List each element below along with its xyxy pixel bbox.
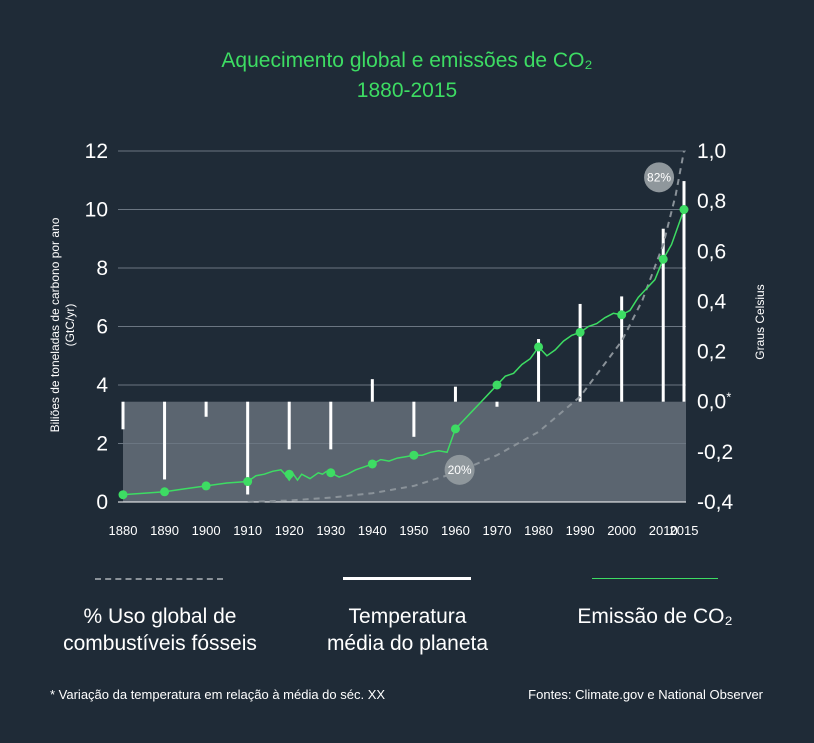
- right-tick-label: 0,6: [697, 240, 726, 263]
- x-tick-label: 1880: [109, 523, 138, 538]
- x-tick-label: 1980: [524, 523, 553, 538]
- temperature-bar: [370, 379, 374, 402]
- co2-markers: [118, 205, 689, 500]
- temperature-bar: [329, 401, 333, 450]
- right-tick-label: -0,4: [697, 491, 734, 514]
- left-tick-label: 12: [85, 140, 108, 163]
- co2-marker: [326, 468, 336, 478]
- legend-temperature-label: Temperatura média do planeta: [326, 605, 489, 655]
- x-tick-label: 1910: [233, 523, 262, 538]
- temperature-bar: [578, 303, 582, 402]
- co2-marker: [575, 327, 585, 337]
- co2-marker: [118, 490, 128, 500]
- legend-fossil-label: % Uso global de combustíveis fósseis: [63, 605, 257, 655]
- co2-marker: [367, 459, 377, 469]
- x-tick-label: 1990: [566, 523, 595, 538]
- right-tick-label: 0,0*: [697, 390, 731, 414]
- chart-area: 0 2 4 6 8 10 12 1,0 0,8 0,6 0,4 0,2 0,0* -0,2 -0,4 18…: [85, 140, 734, 538]
- right-tick-label: 0,8: [697, 190, 726, 213]
- x-tick-label: 1900: [192, 523, 221, 538]
- x-tick-label: 1950: [399, 523, 428, 538]
- chart-subtitle: 1880-2015: [356, 79, 458, 102]
- right-tick-label: -0,2: [697, 441, 733, 464]
- right-tick-label: 0,2: [697, 341, 726, 364]
- right-tick-label: 0,4: [697, 290, 727, 313]
- co2-marker: [450, 424, 460, 434]
- x-tick-label: 2000: [607, 523, 636, 538]
- x-tick-label: 1970: [483, 523, 512, 538]
- x-tick-label: 1920: [275, 523, 304, 538]
- annotation-label: 20%: [448, 463, 472, 477]
- co2-line: [122, 209, 685, 496]
- temperature-bar: [287, 401, 291, 450]
- temperature-bar: [412, 401, 416, 437]
- legend-co2-label: Emissão de CO₂: [577, 605, 733, 628]
- left-tick-label: 4: [96, 374, 108, 397]
- footnote: * Variação da temperatura em relação à m…: [50, 687, 386, 702]
- right-tick-label: 1,0: [697, 140, 726, 163]
- chart-title: Aquecimento global e emissões de CO₂: [221, 49, 593, 72]
- temperature-bar: [163, 401, 167, 480]
- co2-marker: [243, 477, 253, 487]
- co2-marker: [658, 254, 668, 264]
- annotation-bubble: [644, 162, 675, 193]
- temperature-bar: [246, 401, 250, 495]
- fossil-fuel-line: [247, 150, 685, 503]
- co2-marker: [409, 450, 419, 460]
- x-axis-ticks: 1880 1890 1900 1910 1920 1930 1940 1950 1960 1970…: [109, 523, 699, 538]
- co2-marker: [160, 487, 170, 497]
- temperature-bar: [682, 181, 686, 402]
- temperature-bar: [204, 401, 208, 417]
- x-tick-label: 2015: [670, 523, 699, 538]
- right-axis-label: Graus Celsius: [753, 284, 767, 360]
- left-tick-label: 0: [96, 491, 108, 514]
- gridlines: [118, 150, 686, 503]
- legend-fossil-line: [95, 578, 223, 580]
- temperature-bar: [620, 296, 624, 402]
- right-axis-ticks: 1,0 0,8 0,6 0,4 0,2 0,0* -0,2 -0,4: [697, 140, 734, 514]
- x-tick-label: 2010: [649, 523, 678, 538]
- temperature-bar: [121, 401, 125, 430]
- legend-co2-line: [592, 578, 718, 579]
- left-axis-label: Biliões de toneladas de carbono por ano …: [48, 217, 77, 433]
- left-tick-label: 10: [85, 199, 108, 222]
- legend-temperature-line: [343, 577, 471, 580]
- annotation-bubble: [444, 454, 475, 485]
- annotation-label: 82%: [647, 170, 671, 184]
- temperature-baseline-band: [123, 401, 686, 502]
- x-tick-label: 1940: [358, 523, 387, 538]
- co2-marker: [201, 481, 211, 491]
- left-tick-label: 6: [96, 316, 108, 339]
- co2-marker: [679, 205, 689, 214]
- co2-marker: [617, 310, 627, 320]
- x-tick-label: 1890: [150, 523, 179, 538]
- x-tick-label: 1960: [441, 523, 470, 538]
- x-tick-label: 1930: [316, 523, 345, 538]
- temperature-bar: [453, 386, 457, 402]
- co2-marker: [534, 342, 544, 352]
- co2-marker: [284, 469, 294, 479]
- left-tick-label: 8: [96, 257, 108, 280]
- sources: Fontes: Climate.gov e National Observer: [528, 687, 763, 702]
- temperature-bars: [121, 181, 686, 495]
- temperature-bar: [537, 339, 541, 402]
- left-tick-label: 2: [96, 433, 108, 456]
- co2-marker: [492, 380, 502, 390]
- left-axis-ticks: 0 2 4 6 8 10 12: [85, 140, 109, 514]
- temperature-bar: [495, 401, 499, 407]
- annotation-bubbles: 20% 82%: [444, 162, 675, 485]
- temperature-bar: [661, 228, 665, 402]
